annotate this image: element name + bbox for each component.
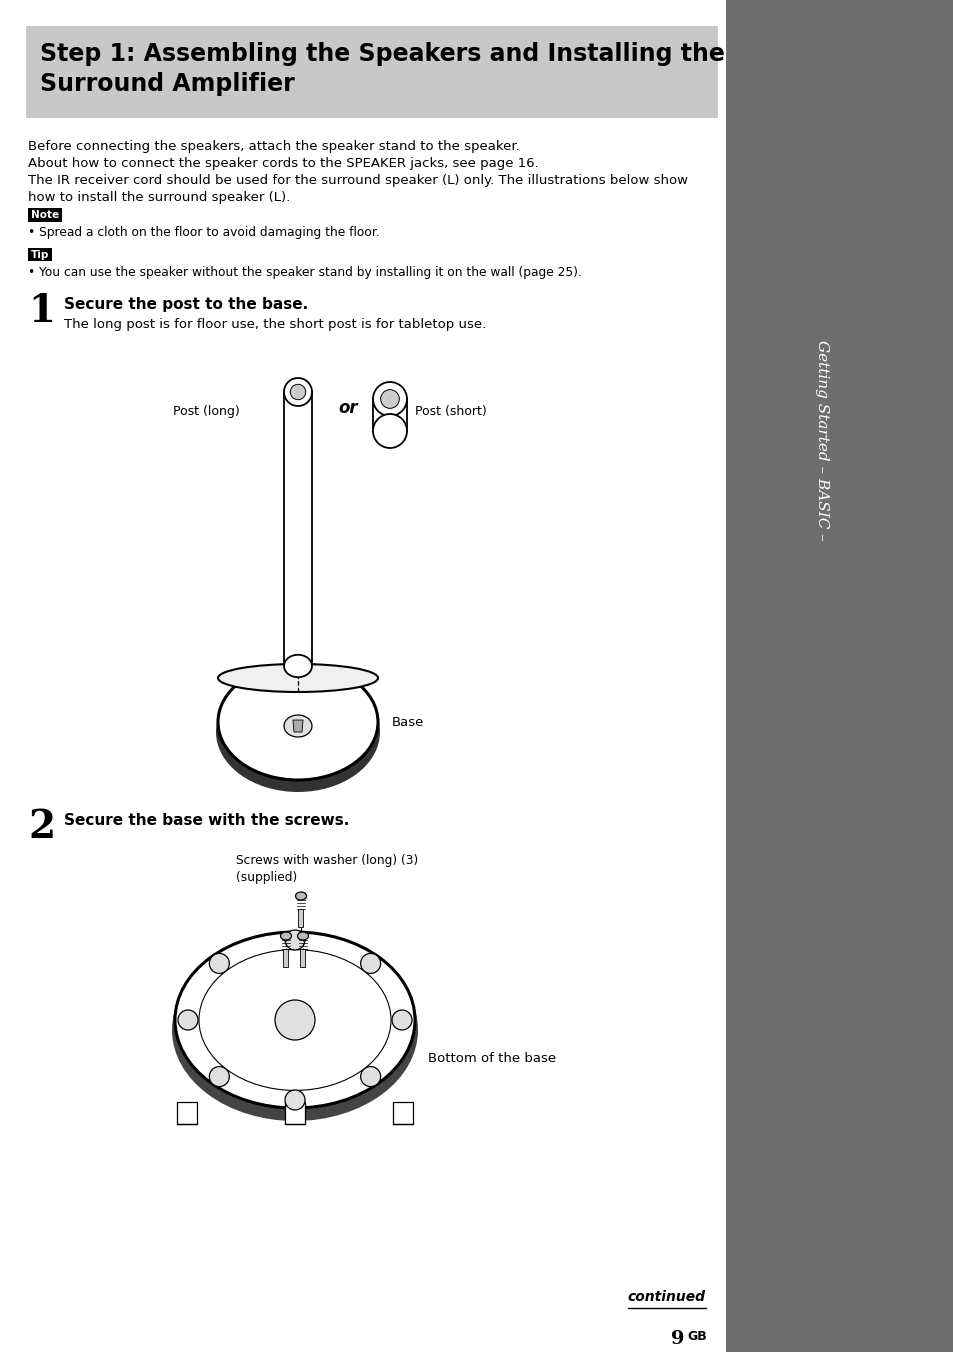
Text: • Spread a cloth on the floor to avoid damaging the floor.: • Spread a cloth on the floor to avoid d… <box>28 226 379 239</box>
Text: (supplied): (supplied) <box>235 871 297 884</box>
Bar <box>298 909 303 927</box>
Bar <box>725 0 953 1352</box>
Ellipse shape <box>284 715 312 737</box>
Ellipse shape <box>297 932 308 940</box>
Ellipse shape <box>290 384 305 400</box>
Text: Secure the base with the screws.: Secure the base with the screws. <box>64 813 349 827</box>
Bar <box>28 247 52 261</box>
Bar <box>28 208 62 222</box>
Ellipse shape <box>380 389 399 408</box>
Circle shape <box>285 1090 305 1110</box>
Circle shape <box>178 1010 198 1030</box>
Ellipse shape <box>218 664 377 780</box>
Text: Bottom of the base: Bottom of the base <box>428 1052 556 1064</box>
Ellipse shape <box>172 940 417 1121</box>
Text: Getting Started – BASIC –: Getting Started – BASIC – <box>814 339 828 541</box>
Polygon shape <box>293 721 303 731</box>
Bar <box>373 399 407 431</box>
Bar <box>300 949 305 967</box>
Bar <box>26 26 718 118</box>
Text: Base: Base <box>392 715 424 729</box>
Text: Tip: Tip <box>30 250 50 260</box>
Bar <box>393 1102 413 1124</box>
Circle shape <box>274 1000 314 1040</box>
Text: Note: Note <box>30 210 59 220</box>
Bar <box>177 1102 196 1124</box>
Text: 2: 2 <box>28 808 55 846</box>
Circle shape <box>209 1067 229 1087</box>
Text: GB: GB <box>686 1330 706 1343</box>
Ellipse shape <box>373 383 407 416</box>
Text: continued: continued <box>626 1290 704 1303</box>
Circle shape <box>392 1010 412 1030</box>
Text: how to install the surround speaker (L).: how to install the surround speaker (L). <box>28 191 290 204</box>
Ellipse shape <box>284 379 312 406</box>
Text: The IR receiver cord should be used for the surround speaker (L) only. The illus: The IR receiver cord should be used for … <box>28 174 687 187</box>
Circle shape <box>285 930 305 950</box>
Ellipse shape <box>295 892 306 900</box>
Bar <box>283 949 288 967</box>
Ellipse shape <box>218 664 377 692</box>
Ellipse shape <box>215 672 379 792</box>
Ellipse shape <box>284 654 312 677</box>
Text: The long post is for floor use, the short post is for tabletop use.: The long post is for floor use, the shor… <box>64 318 486 331</box>
Text: Step 1: Assembling the Speakers and Installing the: Step 1: Assembling the Speakers and Inst… <box>40 42 724 66</box>
Circle shape <box>209 953 229 973</box>
Circle shape <box>360 1067 380 1087</box>
Ellipse shape <box>280 932 292 940</box>
Ellipse shape <box>373 414 407 448</box>
Text: Surround Amplifier: Surround Amplifier <box>40 72 294 96</box>
Text: Screws with washer (long) (3): Screws with washer (long) (3) <box>235 854 417 867</box>
Text: Secure the post to the base.: Secure the post to the base. <box>64 297 308 312</box>
Ellipse shape <box>174 932 415 1109</box>
Bar <box>284 392 312 667</box>
Bar <box>285 1102 305 1124</box>
Text: 9: 9 <box>671 1330 684 1348</box>
Text: Before connecting the speakers, attach the speaker stand to the speaker.: Before connecting the speakers, attach t… <box>28 141 519 153</box>
Text: 1: 1 <box>28 292 55 330</box>
Text: or: or <box>337 399 357 416</box>
Text: • You can use the speaker without the speaker stand by installing it on the wall: • You can use the speaker without the sp… <box>28 266 581 279</box>
Text: Post (short): Post (short) <box>415 406 486 419</box>
Text: Post (long): Post (long) <box>173 406 240 419</box>
Text: About how to connect the speaker cords to the SPEAKER jacks, see page 16.: About how to connect the speaker cords t… <box>28 157 538 170</box>
Circle shape <box>360 953 380 973</box>
